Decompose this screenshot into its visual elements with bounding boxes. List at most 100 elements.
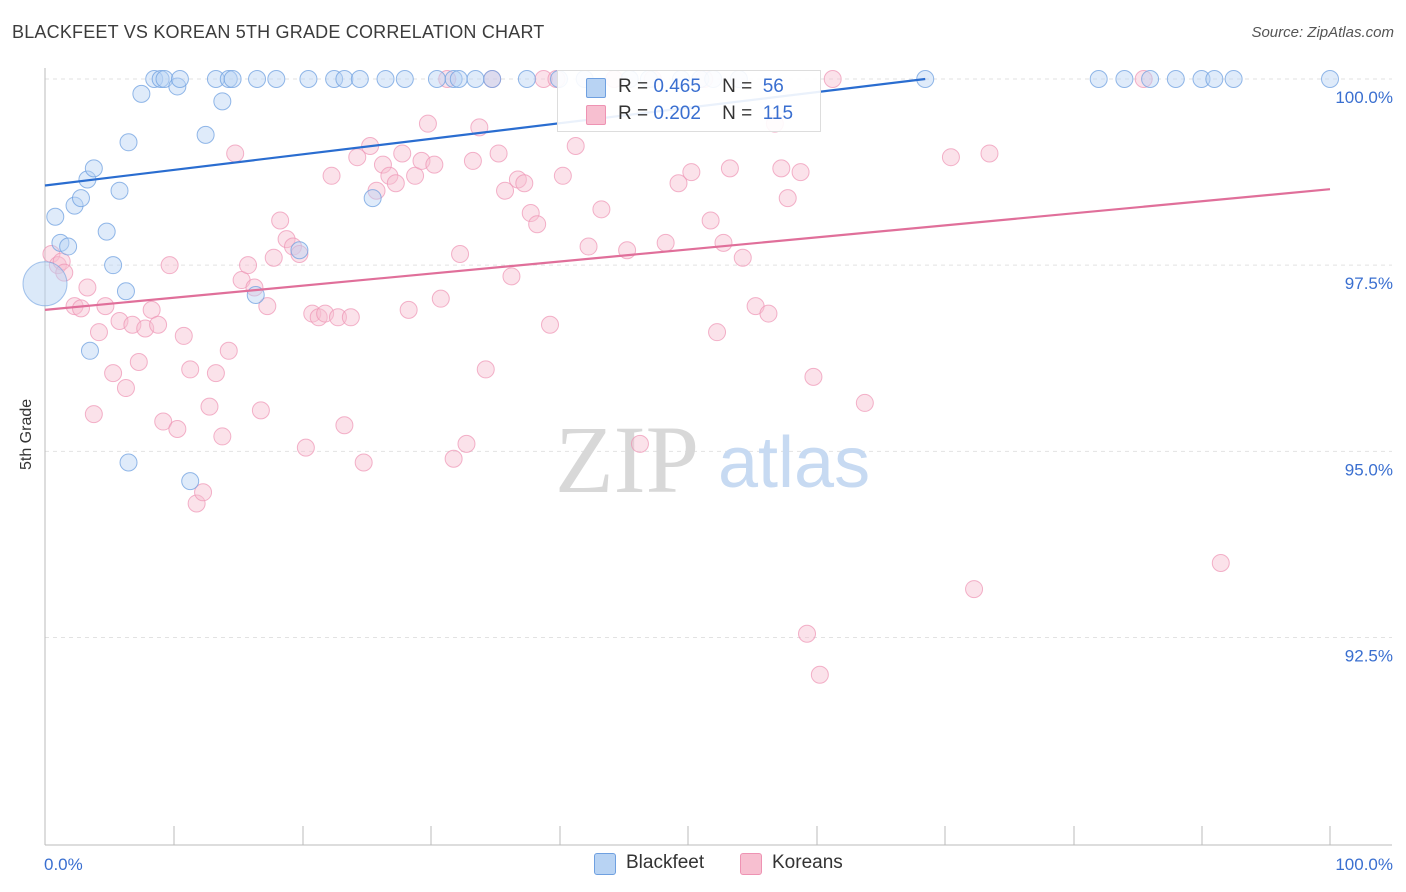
korean-point (804, 367, 823, 386)
blackfeet-point (151, 70, 170, 88)
x-tick-label: 0.0% (44, 855, 83, 874)
legend-n-label: N = (722, 76, 753, 97)
korean-point (142, 300, 161, 319)
korean-point (855, 393, 874, 412)
korean-point (341, 308, 360, 327)
koreans-points (42, 70, 1230, 684)
y-axis-label: 5th Grade (18, 398, 35, 470)
korean-point (496, 181, 515, 200)
blackfeet-point (376, 70, 395, 88)
korean-point (89, 323, 108, 342)
korean-point (154, 412, 173, 431)
blackfeet-point (46, 207, 65, 226)
korean-point (168, 419, 187, 438)
y-tick-label: 100.0% (1335, 88, 1393, 107)
korean-point (200, 397, 219, 416)
tick-labels: 92.5% 95.0% 97.5% 100.0% 0.0% 100.0% (44, 88, 1393, 874)
korean-point (322, 166, 341, 185)
legend-swatch-blackfeet (586, 78, 606, 98)
blackfeet-point (181, 472, 200, 491)
korean-point (528, 215, 547, 234)
blackfeet-point-large (22, 261, 68, 307)
korean-point (778, 189, 797, 208)
korean-point (78, 278, 97, 297)
blackfeet-point (59, 237, 78, 256)
korean-point (373, 155, 392, 174)
blackfeet-point (395, 70, 414, 88)
korean-point (187, 494, 206, 513)
legend-n-label: N = (722, 103, 753, 124)
korean-point (980, 144, 999, 163)
korean-point (823, 70, 842, 88)
korean-point (418, 114, 437, 133)
korean-point (431, 289, 450, 308)
korean-point (714, 233, 733, 252)
korean-point (354, 453, 373, 472)
blackfeet-point (116, 282, 135, 301)
blackfeet-point (219, 70, 238, 88)
korean-point (96, 297, 115, 316)
korean-point (258, 297, 277, 316)
blackfeet-point (1089, 70, 1108, 88)
korean-point (251, 401, 270, 420)
koreans-trendline (44, 188, 1331, 311)
korean-point (277, 230, 296, 249)
korean-point (965, 580, 984, 599)
blackfeet-point (119, 133, 138, 152)
blackfeet-point (132, 84, 151, 103)
blackfeet-point (248, 70, 267, 88)
korean-point (592, 200, 611, 219)
korean-point (226, 144, 245, 163)
gridlines (45, 78, 1392, 638)
legend-n-value: 56 (762, 76, 784, 97)
korean-point (206, 364, 225, 383)
korean-point (174, 326, 193, 345)
korean-point (84, 405, 103, 424)
korean-point (656, 233, 675, 252)
blackfeet-point (1205, 70, 1224, 88)
korean-point (393, 144, 412, 163)
korean-point (791, 163, 810, 182)
korean-point (810, 665, 829, 684)
korean-point (451, 244, 470, 263)
blackfeet-point (1224, 70, 1243, 88)
korean-point (406, 166, 425, 185)
blackfeet-point (517, 70, 536, 88)
watermark: ZIP atlas (555, 406, 870, 513)
korean-point (579, 237, 598, 256)
watermark-atlas: atlas (718, 423, 870, 503)
y-tick-label: 95.0% (1345, 460, 1393, 479)
korean-point (566, 137, 585, 156)
korean-point (1134, 70, 1153, 88)
korean-point (290, 244, 309, 263)
korean-point (245, 278, 264, 297)
bottom-legend-label: Koreans (772, 852, 843, 873)
blackfeet-point (466, 70, 485, 88)
legend-swatch-koreans (586, 105, 606, 125)
blackfeet-point (449, 70, 468, 88)
blackfeet-point (213, 92, 232, 111)
axes (44, 68, 1392, 846)
correlation-legend: R = 0.465 N = 56 R = 0.202 N = 115 (557, 70, 821, 132)
blackfeet-point (71, 189, 90, 208)
korean-point (399, 300, 418, 319)
korean-point (129, 352, 148, 371)
korean-point (160, 256, 179, 275)
korean-point (682, 163, 701, 182)
korean-point (457, 434, 476, 453)
korean-point (941, 148, 960, 167)
blackfeet-point (168, 77, 187, 96)
korean-point (194, 483, 213, 502)
korean-point (239, 256, 258, 275)
blackfeet-point (110, 181, 129, 200)
korean-point (264, 248, 283, 267)
blackfeet-point (1321, 70, 1339, 88)
blackfeet-point (325, 70, 344, 88)
korean-point (1211, 554, 1230, 573)
korean-point (296, 438, 315, 457)
blackfeet-point (196, 125, 215, 144)
blackfeet-point (104, 256, 123, 275)
korean-point (553, 166, 572, 185)
blackfeet-point (80, 341, 99, 360)
